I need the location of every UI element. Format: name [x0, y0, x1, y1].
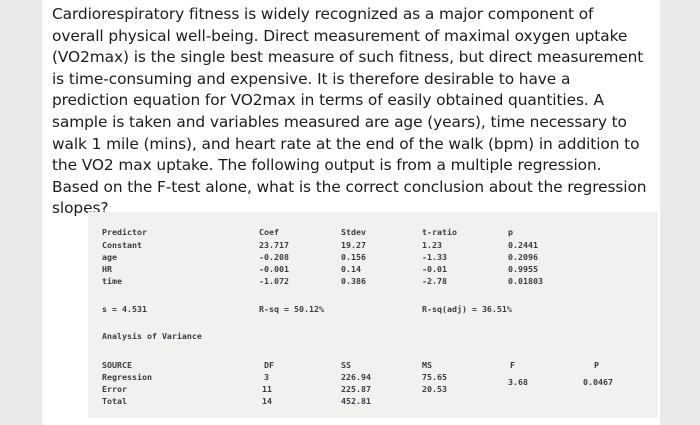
- coef-header-stdev: Stdev: [341, 227, 366, 237]
- s-statistic: s = 4.531: [102, 304, 147, 314]
- ms-value: 75.65: [422, 372, 447, 382]
- coef-header-coef: Coef: [259, 227, 279, 237]
- coef-row-label: Constant: [102, 240, 142, 250]
- ms-value: 20.53: [422, 384, 447, 394]
- anova-p-value: 0.0467: [583, 377, 613, 387]
- coef-row-label: time: [102, 276, 122, 286]
- tratio-value: -1.33: [422, 252, 447, 262]
- df-value: 14: [262, 396, 272, 406]
- df-value: 3: [264, 372, 269, 382]
- ss-value: 226.94: [341, 372, 371, 382]
- stdev-value: 0.14: [341, 264, 361, 274]
- anova-row-label: Error: [102, 384, 127, 394]
- anova-header-p: P: [594, 360, 599, 370]
- ss-value: 452.81: [341, 396, 371, 406]
- df-value: 11: [262, 384, 272, 394]
- coef-header-tratio: t-ratio: [422, 227, 457, 237]
- anova-header-ms: MS: [422, 360, 432, 370]
- coef-value: -0.001: [259, 264, 289, 274]
- coef-row-label: HR: [102, 264, 112, 274]
- coef-header-predictor: Predictor: [102, 227, 147, 237]
- r-squared: R-sq = 50.12%: [259, 304, 324, 314]
- p-value: 0.2096: [508, 252, 538, 262]
- p-value: 0.01803: [508, 276, 543, 286]
- tratio-value: -2.78: [422, 276, 447, 286]
- stdev-value: 0.156: [341, 252, 366, 262]
- p-value: 0.9955: [508, 264, 538, 274]
- coef-value: -1.072: [259, 276, 289, 286]
- tratio-value: -0.01: [422, 264, 447, 274]
- anova-title: Analysis of Variance: [102, 331, 202, 341]
- question-text: Cardiorespiratory fitness is widely reco…: [52, 5, 647, 218]
- coef-header-p: p: [508, 227, 513, 237]
- anova-header-f: F: [510, 360, 515, 370]
- anova-row-label: Total: [102, 396, 127, 406]
- anova-header-source: SOURCE: [102, 360, 132, 370]
- coef-value: 23.717: [259, 240, 289, 250]
- ss-value: 225.87: [341, 384, 371, 394]
- stdev-value: 19.27: [341, 240, 366, 250]
- stdev-value: 0.386: [341, 276, 366, 286]
- p-value: 0.2441: [508, 240, 538, 250]
- f-value: 3.68: [508, 377, 528, 387]
- tratio-value: 1.23: [422, 240, 442, 250]
- anova-header-df: DF: [264, 360, 274, 370]
- coef-row-label: age: [102, 252, 117, 262]
- anova-row-label: Regression: [102, 372, 152, 382]
- anova-header-ss: SS: [341, 360, 351, 370]
- regression-output: Predictor Coef Stdev t-ratio p Constant …: [88, 212, 658, 418]
- r-squared-adjusted: R-sq(adj) = 36.51%: [422, 304, 512, 314]
- coef-value: -0.208: [259, 252, 289, 262]
